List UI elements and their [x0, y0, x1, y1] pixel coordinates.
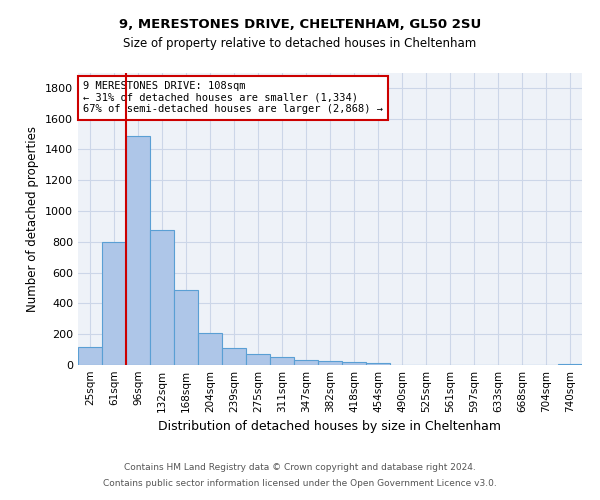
Bar — [126, 136, 150, 365]
Bar — [342, 362, 366, 365]
Bar — [246, 354, 270, 365]
Bar — [318, 361, 342, 365]
X-axis label: Distribution of detached houses by size in Cheltenham: Distribution of detached houses by size … — [158, 420, 502, 434]
Bar — [558, 364, 582, 365]
Bar — [198, 334, 222, 365]
Bar — [150, 230, 174, 365]
Bar — [294, 360, 318, 365]
Text: Contains public sector information licensed under the Open Government Licence v3: Contains public sector information licen… — [103, 478, 497, 488]
Text: 9, MERESTONES DRIVE, CHELTENHAM, GL50 2SU: 9, MERESTONES DRIVE, CHELTENHAM, GL50 2S… — [119, 18, 481, 30]
Text: 9 MERESTONES DRIVE: 108sqm
← 31% of detached houses are smaller (1,334)
67% of s: 9 MERESTONES DRIVE: 108sqm ← 31% of deta… — [83, 82, 383, 114]
Bar — [174, 290, 198, 365]
Text: Size of property relative to detached houses in Cheltenham: Size of property relative to detached ho… — [124, 38, 476, 51]
Bar — [78, 346, 102, 365]
Y-axis label: Number of detached properties: Number of detached properties — [26, 126, 40, 312]
Text: Contains HM Land Registry data © Crown copyright and database right 2024.: Contains HM Land Registry data © Crown c… — [124, 464, 476, 472]
Bar — [222, 348, 246, 365]
Bar — [270, 356, 294, 365]
Bar — [102, 242, 126, 365]
Bar — [366, 362, 390, 365]
